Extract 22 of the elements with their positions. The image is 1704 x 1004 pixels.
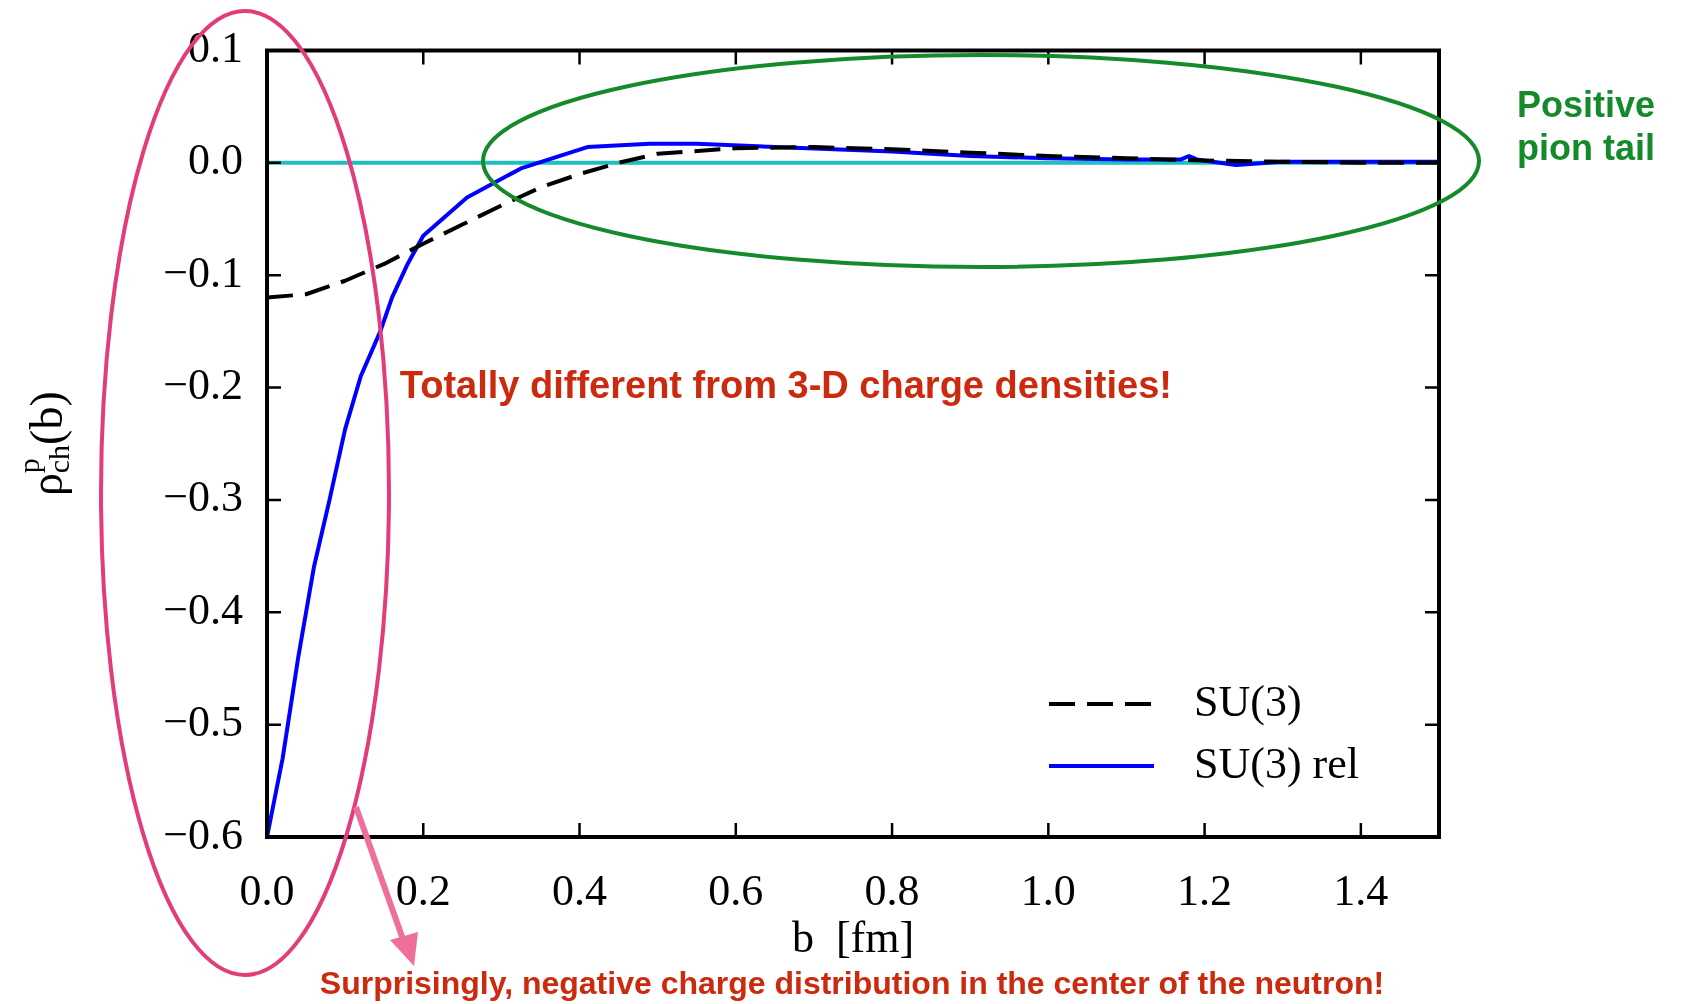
x-tick-label: 1.4 bbox=[1333, 865, 1389, 915]
y-tick-label: 0.0 bbox=[188, 135, 243, 185]
x-tick-label: 1.0 bbox=[1020, 865, 1076, 915]
legend-label: SU(3) bbox=[1194, 676, 1302, 726]
y-tick-label: −0.4 bbox=[163, 584, 243, 634]
x-tick-label: 0.0 bbox=[239, 865, 295, 915]
y-tick-label: −0.3 bbox=[163, 472, 243, 522]
annotation: Totally different from 3-D charge densities! bbox=[399, 364, 1172, 406]
x-tick-label: 0.4 bbox=[552, 865, 608, 915]
legend-label: SU(3) rel bbox=[1194, 738, 1359, 788]
y-tick-label: −0.6 bbox=[163, 809, 243, 859]
x-tick-label: 0.6 bbox=[708, 865, 764, 915]
x-tick-label: 0.2 bbox=[395, 865, 451, 915]
y-tick-label: −0.1 bbox=[163, 247, 243, 297]
x-tick-label: 1.2 bbox=[1177, 865, 1233, 915]
y-tick-label: −0.5 bbox=[163, 697, 243, 747]
y-tick-label: −0.2 bbox=[163, 360, 243, 410]
x-axis-title: b [fm] bbox=[791, 912, 915, 962]
text: Positive pion tail bbox=[1517, 83, 1656, 168]
y-axis-title: ρpch(b) bbox=[12, 391, 76, 497]
text: Surprisingly, negative charge distribution in the center of the neutron! bbox=[319, 964, 1385, 1001]
x-tick-label: 0.8 bbox=[864, 865, 920, 915]
